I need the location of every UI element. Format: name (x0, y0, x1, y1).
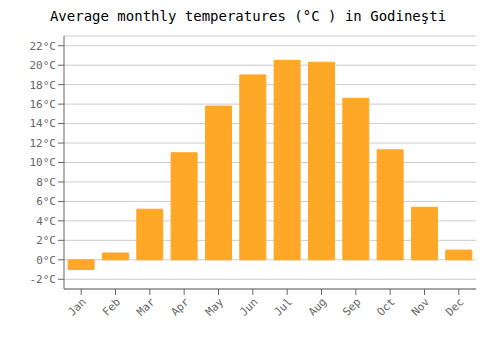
svg-text:Aug: Aug (306, 295, 329, 318)
svg-text:4°C: 4°C (36, 215, 56, 228)
svg-text:2°C: 2°C (36, 234, 56, 247)
svg-text:20°C: 20°C (30, 59, 57, 72)
svg-text:14°C: 14°C (30, 117, 57, 130)
svg-text:Sep: Sep (340, 295, 363, 318)
svg-text:18°C: 18°C (30, 79, 57, 92)
svg-text:Feb: Feb (100, 295, 123, 318)
svg-text:Nov: Nov (409, 295, 433, 319)
svg-text:0°C: 0°C (36, 254, 56, 267)
svg-text:Apr: Apr (169, 295, 193, 319)
svg-text:6°C: 6°C (36, 195, 56, 208)
svg-text:May: May (203, 295, 227, 319)
svg-text:Mar: Mar (134, 295, 158, 319)
html-text:Average monthly temperatures (: Average monthly temperatures (°C ) in Go… (49, 8, 447, 24)
svg-text:Oct: Oct (375, 295, 398, 318)
svg-text:-2°C: -2°C (30, 273, 57, 286)
svg-text:Jun: Jun (237, 295, 260, 318)
svg-text:12°C: 12°C (30, 137, 57, 150)
svg-text:Dec: Dec (443, 295, 466, 318)
svg-text:Jul: Jul (272, 295, 295, 318)
svg-text:Jan: Jan (66, 295, 89, 318)
svg-text:8°C: 8°C (36, 176, 56, 189)
svg-text:22°C: 22°C (30, 40, 57, 53)
svg-text:10°C: 10°C (30, 156, 57, 169)
svg-text:16°C: 16°C (30, 98, 57, 111)
